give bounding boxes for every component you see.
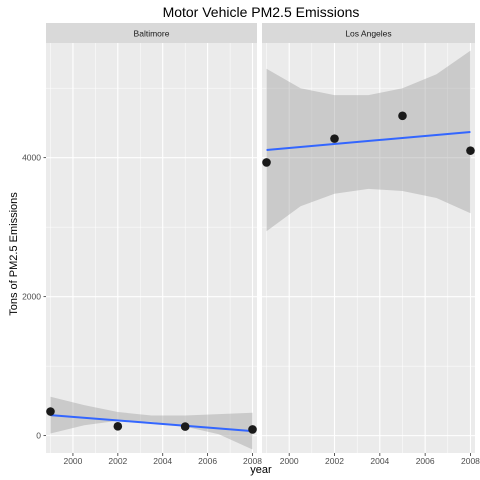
x-tick-label: 2008 [243,456,262,466]
y-tick-label: 2000 [22,292,41,302]
facet-panel-los-angeles: Los Angeles 2000 2002 2004 2006 2008 [262,23,480,466]
strip-label: Los Angeles [345,29,391,39]
confidence-band [50,396,253,450]
data-point [180,422,190,431]
x-tick-label: 2000 [280,456,299,466]
x-tick-label: 2002 [325,456,344,466]
data-point [330,134,339,143]
x-tick-label: 2000 [63,456,82,466]
trend-line [266,130,471,152]
y-tick-label: 4000 [22,153,41,163]
data-point [113,422,123,431]
data-point [248,425,257,434]
strip-background [46,23,257,43]
facet-panel-baltimore: Baltimore 2000 2002 2004 2006 2008 [46,23,262,466]
y-tick-label: 0 [36,431,41,441]
data-point [466,146,475,155]
x-axis-label: year [250,464,272,476]
panel-background [46,43,257,453]
strip-label: Baltimore [134,29,170,39]
x-tick-label: 2006 [198,456,217,466]
x-tick-label: 2004 [153,456,172,466]
strip-background [262,23,475,43]
x-tick-label: 2002 [108,456,127,466]
data-point [46,407,55,416]
x-tick-label: 2004 [370,456,389,466]
chart-title: Motor Vehicle PM2.5 Emissions [163,4,360,20]
y-axis-label: Tons of PM2.5 Emissions [8,192,20,316]
panel-background [262,43,475,453]
trend-line [50,414,253,433]
x-tick-label: 2008 [461,456,480,466]
y-axis: 0 2000 4000 [22,153,46,441]
data-point [262,158,271,167]
x-tick-label: 2006 [416,456,435,466]
data-point [398,111,407,121]
